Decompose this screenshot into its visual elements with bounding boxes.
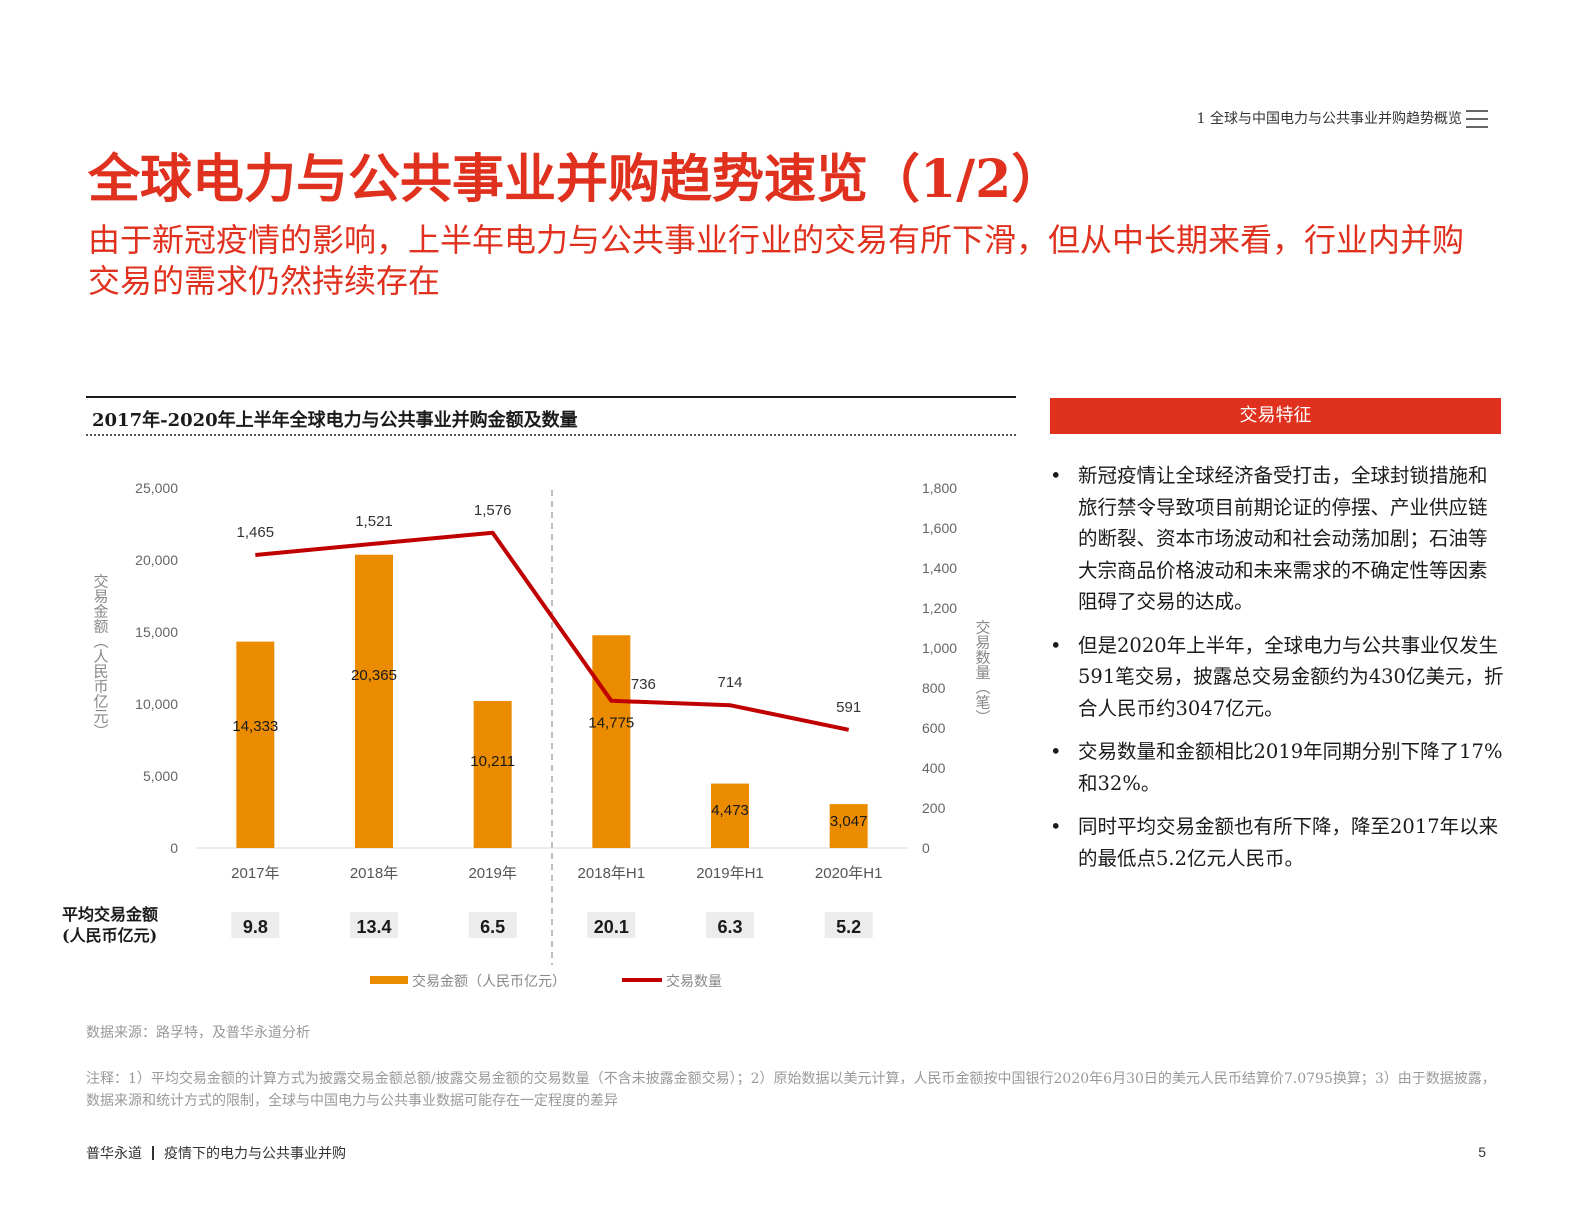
- footer-divider: [152, 1146, 154, 1160]
- avg-value-box: [587, 912, 636, 938]
- bullet-text: 交易数量和金额相比2019年同期分别下降了17%和32%。: [1078, 740, 1503, 795]
- line-value-label: 736: [631, 676, 656, 693]
- bullet-dot-icon: •: [1050, 633, 1062, 657]
- x-tick-label: 2019年: [468, 865, 516, 882]
- y2-tick-label: 1,400: [922, 560, 957, 576]
- page-title: 全球电力与公共事业并购趋势速览（1/2）: [88, 149, 1064, 210]
- y2-tick-label: 1,000: [922, 640, 957, 656]
- panel-header: 交易特征: [1050, 398, 1501, 434]
- footer-brand-name: 普华永道: [86, 1146, 142, 1162]
- avg-value-box: [706, 912, 754, 938]
- legend-label: 交易金额（人民币亿元）: [412, 973, 566, 989]
- page-number: 5: [1478, 1144, 1486, 1160]
- avg-deal-label: 平均交易金额 (人民币亿元): [62, 905, 158, 947]
- deal-features-list: • 新冠疫情让全球经济备受打击，全球封锁措施和旅行禁令导致项目前期论证的停摆、产业…: [1048, 460, 1504, 886]
- page-subtitle: 由于新冠疫情的影响，上半年电力与公共事业行业的交易有所下滑，但从中长期来看，行业…: [88, 221, 1465, 300]
- bar: [473, 700, 512, 848]
- avg-deal-label-line: 平均交易金额: [62, 905, 159, 924]
- bar: [711, 783, 749, 848]
- y-tick-label: 0: [170, 840, 178, 856]
- avg-value: 13.4: [356, 917, 391, 937]
- line-value-label: 1,576: [474, 502, 512, 519]
- avg-deal-label-line: (人民币亿元): [62, 925, 158, 945]
- avg-value: 20.1: [594, 917, 629, 937]
- y-tick-label: 15,000: [135, 624, 178, 640]
- bullet-dot-icon: •: [1050, 464, 1062, 487]
- y-tick-label: 25,000: [135, 480, 178, 496]
- legend-swatch-bar: [370, 976, 408, 984]
- chart-heading: 2017年-2020年上半年全球电力与公共事业并购金额及数量: [86, 396, 1016, 436]
- x-tick-label: 2018年: [350, 865, 398, 882]
- bar-value-label: 14,333: [232, 718, 278, 735]
- bullet-dot-icon: •: [1050, 815, 1062, 838]
- x-tick-label: 2017年: [231, 865, 279, 882]
- y2-tick-label: 800: [922, 680, 946, 696]
- avg-value: 6.3: [717, 917, 742, 937]
- y2-tick-label: 200: [922, 800, 946, 816]
- x-tick-label: 2019年H1: [696, 865, 764, 882]
- line-value-label: 1,521: [355, 513, 393, 530]
- deals-chart: 0 5,000 10,000 15,000 20,000 25,000 0 200 400 600…: [92, 480, 991, 989]
- menu-lines-icon[interactable]: [1466, 108, 1488, 130]
- y-tick-label: 5,000: [143, 768, 178, 784]
- bullet-dot-icon: •: [1050, 740, 1062, 763]
- data-source: 数据来源：路孚特，及普华永道分析: [86, 1025, 310, 1041]
- avg-value-box: [468, 912, 517, 938]
- bullet-text: 新冠疫情让全球经济备受打击，全球封锁措施和旅行禁令导致项目前期论证的停摆、产业供…: [1078, 464, 1488, 613]
- y2-axis-title: 交易数量（笔）: [974, 619, 991, 725]
- line-value-label: 591: [836, 699, 861, 716]
- y2-tick-label: 1,200: [922, 600, 957, 616]
- bar: [355, 554, 393, 848]
- bar-value-label: 3,047: [830, 813, 868, 830]
- bar-value-label: 4,473: [711, 802, 749, 819]
- bullet-item: • 交易数量和金额相比2019年同期分别下降了17%和32%。: [1048, 736, 1504, 799]
- bar: [592, 635, 631, 848]
- bullet-text: 同时平均交易金额也有所下降，降至2017年以来的最低点5.2亿元人民币。: [1078, 815, 1499, 870]
- bar-value-label: 10,211: [470, 753, 515, 770]
- footer-brand: 普华永道 疫情下的电力与公共事业并购: [86, 1143, 346, 1163]
- bullet-item: • 同时平均交易金额也有所下降，降至2017年以来的最低点5.2亿元人民币。: [1048, 811, 1504, 874]
- avg-value-box: [350, 912, 398, 938]
- bar-value-label: 14,775: [588, 714, 634, 731]
- y-tick-label: 10,000: [135, 696, 178, 712]
- y-axis-title: 交易金额（人民币亿元）: [92, 573, 109, 739]
- avg-value-box: [824, 912, 873, 938]
- avg-value-box: [231, 912, 280, 938]
- avg-value: 6.5: [480, 917, 505, 937]
- section-tag: 1 全球与中国电力与公共事业并购趋势概览: [1196, 111, 1462, 127]
- avg-value: 5.2: [836, 917, 861, 937]
- avg-value: 9.8: [243, 917, 268, 937]
- y2-tick-label: 1,600: [922, 520, 957, 536]
- y2-tick-label: 400: [922, 760, 946, 776]
- y2-tick-label: 1,800: [922, 480, 957, 496]
- bar: [236, 641, 275, 848]
- y-tick-label: 20,000: [135, 552, 178, 568]
- bar-value-label: 20,365: [351, 667, 397, 684]
- count-line: [255, 530, 850, 732]
- chart-heading-text: 2017年-2020年上半年全球电力与公共事业并购金额及数量: [92, 410, 578, 431]
- bullet-item: • 新冠疫情让全球经济备受打击，全球封锁措施和旅行禁令导致项目前期论证的停摆、产业…: [1048, 460, 1504, 618]
- bullet-item: • 但是2020年上半年，全球电力与公共事业仅发生591笔交易，披露总交易金额约为…: [1048, 630, 1504, 725]
- x-tick-label: 2020年H1: [815, 865, 883, 882]
- bar: [829, 804, 868, 848]
- line-value-label: 714: [717, 674, 742, 691]
- footer-report-name: 疫情下的电力与公共事业并购: [164, 1146, 346, 1162]
- y2-tick-label: 600: [922, 720, 946, 736]
- x-tick-label: 2018年H1: [578, 865, 646, 882]
- bullet-text: 但是2020年上半年，全球电力与公共事业仅发生591笔交易，披露总交易金额约为4…: [1078, 633, 1504, 720]
- legend-label: 交易数量: [666, 973, 722, 989]
- line-value-label: 1,465: [237, 524, 275, 541]
- y2-tick-label: 0: [922, 840, 930, 856]
- footnote: 注释：1）平均交易金额的计算方式为披露交易金额总额/披露交易金额的交易数量（不含…: [86, 1071, 1496, 1109]
